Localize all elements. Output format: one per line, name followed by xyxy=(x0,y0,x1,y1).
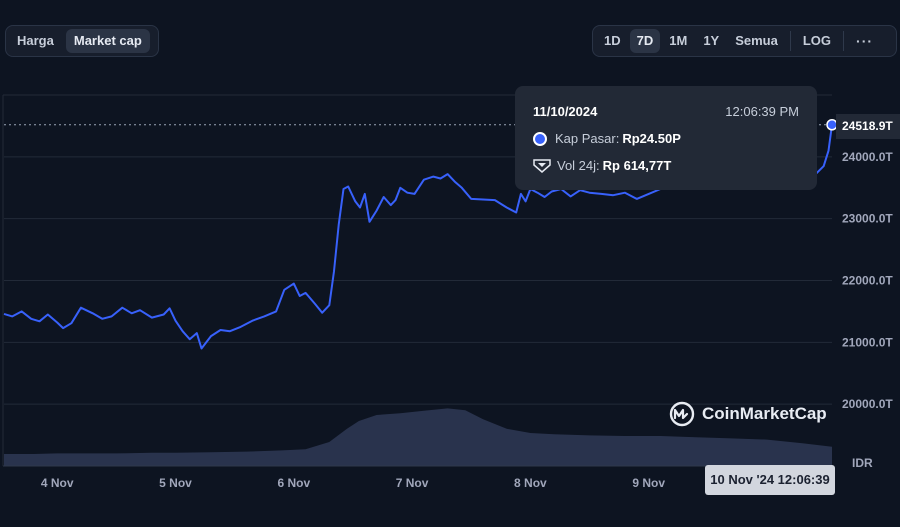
volume-shield-icon xyxy=(533,158,551,173)
y-tick-label: 22000.0T xyxy=(842,274,893,288)
range-1y-button[interactable]: 1Y xyxy=(703,33,720,48)
y-tick-label: 24000.0T xyxy=(842,150,893,164)
range-1m-button[interactable]: 1M xyxy=(669,33,688,48)
tooltip-market-cap-label: Kap Pasar: xyxy=(555,131,620,146)
range-7d-button[interactable]: 7D xyxy=(629,29,661,53)
tooltip-volume-label: Vol 24j: xyxy=(557,158,600,173)
x-tick-label: 4 Nov xyxy=(41,476,74,490)
range-all-button[interactable]: Semua xyxy=(735,33,778,48)
currency-label: IDR xyxy=(852,456,873,470)
x-tick-label: 5 Nov xyxy=(159,476,192,490)
tooltip-volume-value: Rp 614,77T xyxy=(602,158,672,173)
cursor-y-label: 24518.9T xyxy=(836,114,900,139)
x-tick-label: 8 Nov xyxy=(514,476,547,490)
x-tick-label: 7 Nov xyxy=(396,476,429,490)
cursor-x-label: 10 Nov '24 12:06:39 xyxy=(705,465,835,495)
range-1d-button[interactable]: 1D xyxy=(604,33,621,48)
log-scale-button[interactable]: LOG xyxy=(802,33,832,48)
metric-toggle: Harga Market cap xyxy=(5,25,159,57)
coinmarketcap-logo-icon xyxy=(669,401,695,427)
chart-tooltip: 11/10/2024 12:06:39 PM Kap Pasar: Rp24.5… xyxy=(515,86,817,190)
range-divider xyxy=(789,31,791,51)
tooltip-market-cap-value: Rp24.50P xyxy=(622,131,681,146)
time-range-selector: 1D 7D 1M 1Y Semua LOG ··· xyxy=(592,25,897,57)
coinmarketcap-watermark: CoinMarketCap xyxy=(668,400,827,428)
y-tick-label: 23000.0T xyxy=(842,212,893,226)
more-options-button[interactable]: ··· xyxy=(856,33,874,49)
tab-market-cap[interactable]: Market cap xyxy=(65,29,150,53)
x-tick-label: 9 Nov xyxy=(632,476,665,490)
tooltip-date: 11/10/2024 xyxy=(533,104,598,119)
range-divider xyxy=(843,31,845,51)
tooltip-time: 12:06:39 PM xyxy=(725,104,799,119)
y-tick-label: 21000.0T xyxy=(842,335,893,349)
volume-area xyxy=(4,408,832,466)
tab-price[interactable]: Harga xyxy=(17,33,54,48)
y-tick-label: 20000.0T xyxy=(842,397,893,411)
watermark-text: CoinMarketCap xyxy=(702,404,827,423)
x-tick-label: 6 Nov xyxy=(277,476,310,490)
market-cap-dot-icon xyxy=(533,131,547,146)
